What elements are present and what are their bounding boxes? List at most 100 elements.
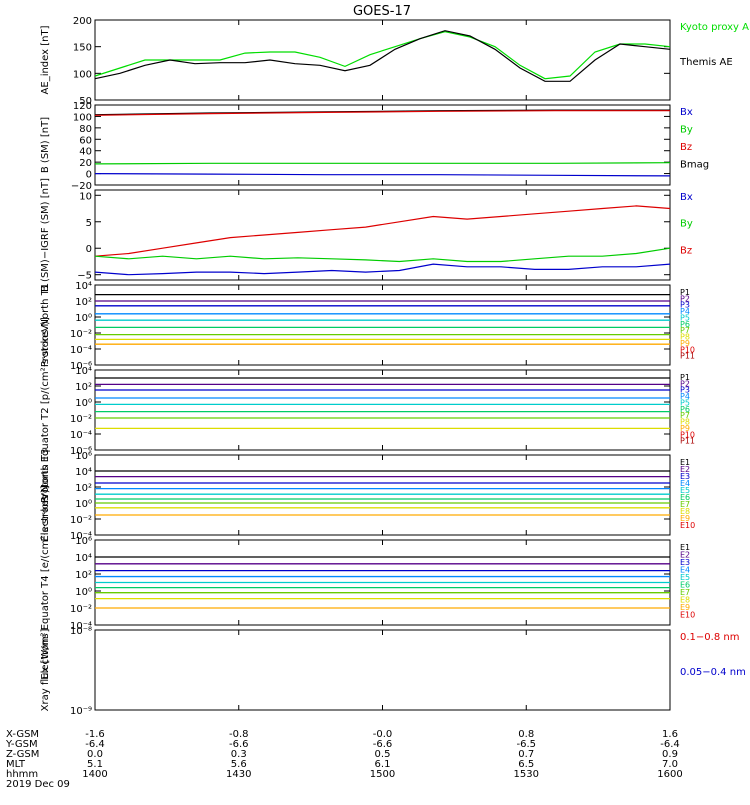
legend-entry: 0.1−0.8 nm (680, 632, 739, 643)
y-tick-label: 10⁻⁹ (70, 706, 92, 717)
y-tick-label: −20 (71, 181, 92, 192)
legend-entry: E3 (680, 472, 690, 481)
series-line-by (94, 247, 671, 263)
legend-entry: P9 (680, 339, 690, 348)
x-axis-value: 1400 (82, 769, 107, 780)
x-axis-value: -0.0 (373, 729, 393, 740)
panel-8: 10⁻⁸ 10⁻⁹ Xray flux [W/m²] 0.1−0.8 nm 0.05−0… (40, 626, 746, 717)
series-line-themis-ae (94, 30, 671, 82)
x-axis-value: -6.6 (373, 739, 393, 750)
series-line-bx (94, 173, 671, 177)
panel-frame (94, 629, 671, 711)
x-axis-row-label: Z-GSM (6, 749, 39, 760)
legend-entry: P1 (680, 373, 690, 382)
y-axis-label: B (SM) [nT] (40, 117, 51, 173)
x-axis-value: 5.1 (87, 759, 103, 770)
legend-entry: E6 (680, 493, 690, 502)
legend-entry: E2 (680, 465, 690, 474)
x-axis-value: 1500 (370, 769, 395, 780)
x-axis-row-label: hhmm (6, 769, 38, 780)
legend-entry: E9 (680, 514, 690, 523)
legend-entry: P8 (680, 418, 690, 427)
x-axis-row-label: Y-GSM (5, 739, 38, 750)
legend-entry: P3 (680, 301, 690, 310)
legend-entry: Bz (680, 142, 692, 153)
y-tick-label: 10⁴ (75, 553, 92, 564)
legend-entry: P10 (680, 345, 695, 354)
legend-entry: E5 (680, 573, 690, 582)
x-axis-value: 0.8 (518, 729, 534, 740)
y-tick-label: 10⁴ (75, 467, 92, 478)
legend-entry: P8 (680, 333, 690, 342)
y-tick-label: 80 (79, 124, 92, 135)
legend-entry: E10 (680, 611, 695, 620)
y-tick-label: 10⁻² (70, 414, 92, 425)
y-tick-label: 10⁰ (75, 499, 92, 510)
y-tick-label: 100 (73, 69, 92, 80)
x-axis-value: 1.6 (662, 729, 678, 740)
x-axis-value: 7.0 (662, 759, 678, 770)
panel-1: 50 100 150 200 AE_index [nT] Kyoto proxy AE Th… (40, 16, 750, 107)
y-axis-label: Electrons North T3 (40, 448, 51, 541)
y-tick-label: 10⁰ (75, 398, 92, 409)
x-axis-value: 1430 (226, 769, 251, 780)
legend-entry: E8 (680, 507, 690, 516)
legend-entry: P5 (680, 398, 690, 407)
y-tick-label: 10⁻² (70, 604, 92, 615)
legend-entry: E4 (680, 566, 690, 575)
series-line-bz (94, 110, 670, 116)
panel-frame (94, 104, 671, 186)
y-tick-label: 120 (73, 101, 92, 112)
x-axis-row-label: X-GSM (6, 729, 39, 740)
y-tick-label: 10² (75, 297, 92, 308)
x-axis-value: 6.1 (375, 759, 391, 770)
y-axis-label: Protons North T1 (40, 283, 51, 367)
legend-entry: Bz (680, 245, 692, 256)
x-axis-value: 1530 (514, 769, 539, 780)
legend-entry: E6 (680, 581, 690, 590)
legend-entry: Bmag (680, 160, 709, 171)
legend-entry: E8 (680, 596, 690, 605)
y-tick-label: 10⁴ (75, 281, 92, 292)
legend-entry: P6 (680, 405, 690, 414)
y-tick-label: 60 (79, 135, 92, 146)
y-tick-label: 0 (86, 170, 92, 181)
legend-entry: P11 (680, 437, 695, 446)
y-tick-label: 10⁻⁴ (70, 621, 92, 632)
y-tick-label: 10² (75, 570, 92, 581)
legend-entry: P7 (680, 411, 690, 420)
x-axis-value: 0.0 (87, 749, 103, 760)
legend-entry: P11 (680, 352, 695, 361)
y-tick-label: 200 (73, 16, 92, 27)
y-tick-label: 10⁻⁴ (70, 345, 92, 356)
y-tick-label: −5 (77, 271, 92, 282)
legend-entry: E7 (680, 500, 690, 509)
legend-entry: Kyoto proxy AE (680, 22, 750, 33)
y-tick-label: 10⁰ (75, 313, 92, 324)
x-axis-value: -6.4 (660, 739, 680, 750)
panel-frame (94, 369, 671, 451)
series-line-by (94, 162, 671, 165)
legend-entry: Bx (680, 107, 693, 118)
y-tick-label: 0 (86, 244, 92, 255)
y-tick-label: 10⁻⁶ (70, 446, 92, 457)
y-tick-label: 10² (75, 483, 92, 494)
x-axis-row-label: 2019 Dec 09 (6, 779, 70, 790)
x-axis-row-label: MLT (6, 759, 26, 770)
x-axis-value: -6.6 (229, 739, 249, 750)
series-line-bx (94, 263, 671, 276)
plot-title: GOES-17 (353, 4, 411, 19)
y-tick-label: 10⁶ (75, 451, 92, 462)
y-axis-label: Protons Equator T2 [p/(cm²·s·sr·keV)] (40, 317, 51, 503)
x-axis-value: -0.8 (229, 729, 249, 740)
y-tick-label: 10⁻⁶ (70, 361, 92, 372)
legend-entry: E9 (680, 603, 690, 612)
legend-entry: E1 (680, 458, 690, 467)
x-axis-value: 0.9 (662, 749, 678, 760)
legend-entry: E10 (680, 521, 695, 530)
legend-entry: P6 (680, 320, 690, 329)
legend-entry: P2 (680, 379, 690, 388)
